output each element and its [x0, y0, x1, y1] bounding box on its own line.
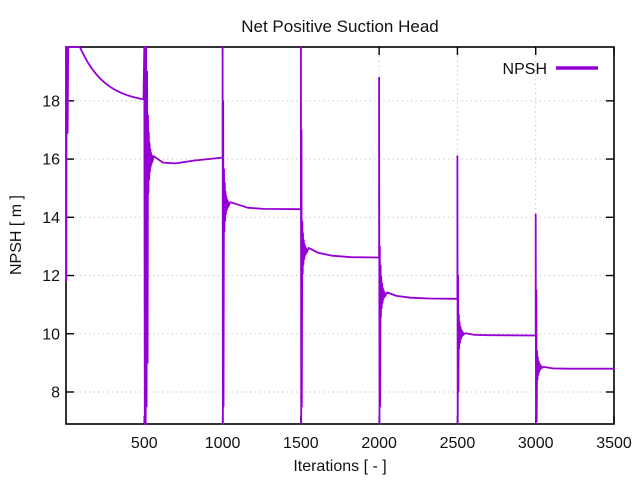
x-tick-label: 1000	[205, 435, 241, 452]
x-tick-labels: 500 1000 1500 2000 2500 3000 3500	[131, 435, 632, 452]
x-axis-label: Iterations [ - ]	[293, 458, 386, 475]
x-tick-label: 1500	[283, 435, 319, 452]
x-tick-label: 2500	[440, 435, 476, 452]
y-tick-labels: 8 10 12 14 16 18	[42, 93, 60, 401]
y-tick-label: 16	[42, 152, 60, 169]
x-tick-label: 3000	[518, 435, 554, 452]
y-tick-label: 10	[42, 326, 60, 343]
legend: NPSH	[503, 61, 598, 78]
y-axis-label: NPSH [ m ]	[8, 195, 25, 275]
x-tick-label: 500	[131, 435, 158, 452]
y-tick-label: 18	[42, 93, 60, 110]
y-tick-label: 14	[42, 210, 60, 227]
x-tick-label: 3500	[596, 435, 632, 452]
y-tick-label: 8	[51, 384, 60, 401]
x-tick-label: 2000	[361, 435, 397, 452]
npsh-line	[65, 46, 615, 425]
legend-label: NPSH	[503, 61, 547, 78]
chart-title: Net Positive Suction Head	[241, 17, 439, 36]
y-tick-label: 12	[42, 268, 60, 285]
